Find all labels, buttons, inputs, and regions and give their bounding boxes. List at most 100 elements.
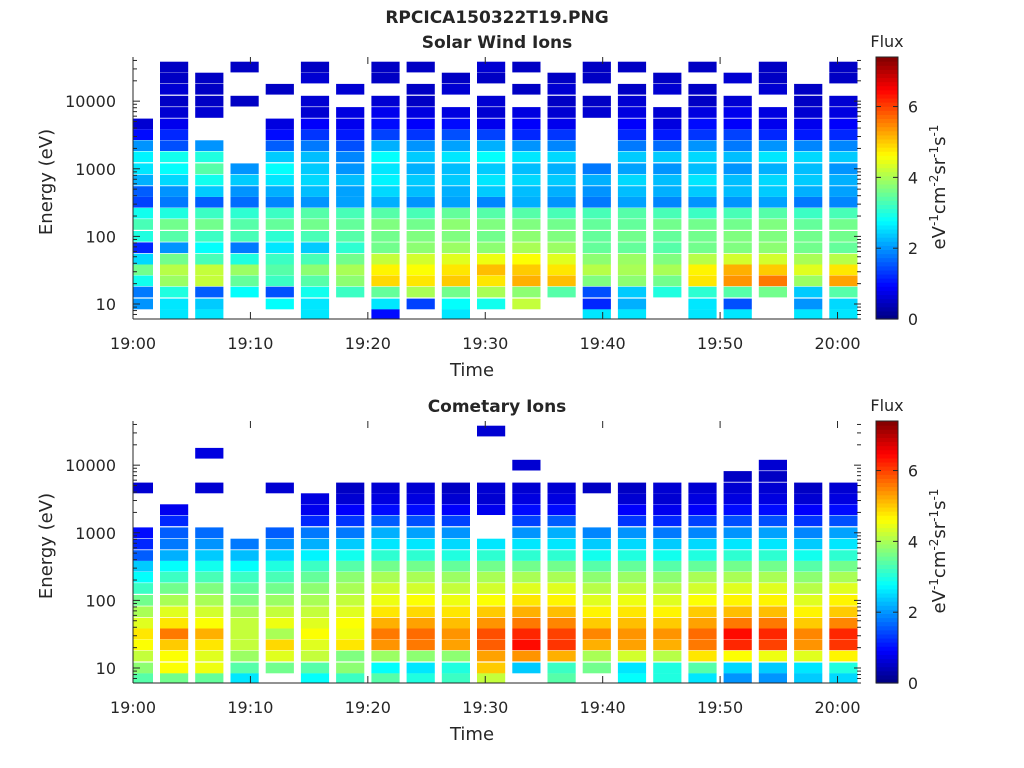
colorbar-segment [876, 85, 898, 91]
heatmap-cell [477, 583, 506, 594]
heatmap-cell [133, 538, 153, 550]
colorbar-segment [876, 81, 898, 87]
heatmap-cell [230, 639, 259, 651]
y-tick-label: 10 [96, 659, 116, 678]
heatmap-cell [160, 219, 189, 230]
heatmap-cell [300, 95, 330, 107]
heatmap-cell [617, 617, 647, 629]
colorbar-segment [876, 188, 898, 193]
heatmap-cell [547, 264, 576, 276]
heatmap-cell [160, 231, 189, 242]
heatmap-cell [547, 639, 576, 651]
heatmap-cell [723, 571, 752, 583]
heatmap-cell [512, 560, 541, 572]
heatmap-cell [512, 163, 541, 175]
heatmap-cell [230, 207, 259, 219]
heatmap-cell [758, 207, 787, 219]
colorbar-segment [876, 445, 898, 451]
colorbar-tick-label: 2 [908, 239, 918, 258]
heatmap-cell [617, 538, 647, 550]
heatmap-cell [406, 298, 435, 310]
heatmap-cell [195, 617, 224, 629]
x-tick-label: 19:50 [697, 334, 743, 353]
heatmap-cell [230, 571, 259, 583]
colorbar-segment [876, 461, 898, 467]
colorbar-segment [876, 474, 898, 479]
heatmap-cell [406, 140, 435, 151]
colorbar-segment [876, 490, 898, 496]
heatmap-cell [547, 662, 576, 674]
colorbar-segment [876, 212, 898, 218]
heatmap-cell [617, 650, 647, 662]
heatmap-cell [300, 286, 330, 298]
heatmap-cell [794, 242, 823, 254]
heatmap-cell [477, 298, 506, 310]
heatmap-cell [512, 140, 541, 151]
panel-2: 19:00 19:10 19:20 19:30 19:40 19:50 20:00 10 100… [36, 396, 950, 745]
colorbar-segment [876, 560, 898, 565]
heatmap-cell [547, 83, 576, 95]
colorbar-segment [876, 273, 898, 279]
heatmap-cell [653, 174, 682, 186]
heatmap-cell [195, 673, 224, 683]
heatmap-cell [441, 504, 470, 515]
heatmap-cell [794, 595, 823, 606]
heatmap-cell [441, 196, 470, 208]
heatmap-cell [688, 298, 717, 310]
heatmap-cell [829, 309, 858, 319]
heatmap-cell [512, 650, 541, 662]
colorbar-segment [876, 531, 898, 537]
heatmap-cell [477, 504, 506, 515]
heatmap-cell [195, 186, 224, 197]
heatmap-cell [230, 550, 259, 561]
heatmap-cell [371, 482, 400, 494]
heatmap-cell [336, 129, 365, 140]
heatmap-cell [758, 72, 787, 84]
heatmap-cell [582, 242, 611, 254]
heatmap-cell [617, 639, 647, 651]
y-axis-label: Energy (eV) [36, 129, 57, 235]
heatmap-cell [829, 95, 858, 107]
heatmap-cell [265, 219, 294, 230]
heatmap-cell [265, 571, 294, 583]
colorbar-segment [876, 290, 898, 296]
heatmap-cell [617, 662, 647, 674]
heatmap-cell [371, 275, 400, 287]
x-tick-label: 19:50 [697, 698, 743, 717]
heatmap-cell [406, 550, 435, 561]
heatmap-cell [688, 560, 717, 572]
heatmap-cell [265, 560, 294, 572]
x-tick-label: 19:40 [580, 334, 626, 353]
heatmap-cell [371, 61, 400, 73]
heatmap-cell [195, 286, 224, 298]
heatmap-cell [265, 129, 294, 140]
heatmap-cell [723, 242, 752, 254]
heatmap-cell [441, 298, 470, 310]
heatmap-cell [300, 264, 330, 276]
heatmap-cell [794, 83, 823, 95]
heatmap-cell [371, 650, 400, 662]
colorbar-unit-label: eV-1cm-2sr-1s-1 [927, 125, 950, 250]
heatmap-cell [617, 231, 647, 242]
heatmap-cell [688, 504, 717, 515]
heatmap-cell [688, 538, 717, 550]
heatmap-cell [371, 583, 400, 594]
heatmap-cell [371, 538, 400, 550]
heatmap-cell [406, 196, 435, 208]
heatmap-cell [547, 673, 576, 683]
heatmap-cell [512, 207, 541, 219]
colorbar-segment [876, 265, 898, 271]
heatmap-cell [160, 253, 189, 265]
colorbar-segment [876, 678, 898, 684]
heatmap-cell [547, 606, 576, 618]
colorbar-segment [876, 552, 898, 557]
heatmap-cell [547, 275, 576, 287]
heatmap-cell [133, 207, 153, 219]
heatmap-cell [300, 595, 330, 606]
heatmap-cell [406, 538, 435, 550]
heatmap-cell [617, 107, 647, 118]
heatmap-cell [688, 163, 717, 175]
heatmap-cell [300, 583, 330, 594]
heatmap-cell [758, 264, 787, 276]
heatmap-cell [723, 72, 752, 84]
